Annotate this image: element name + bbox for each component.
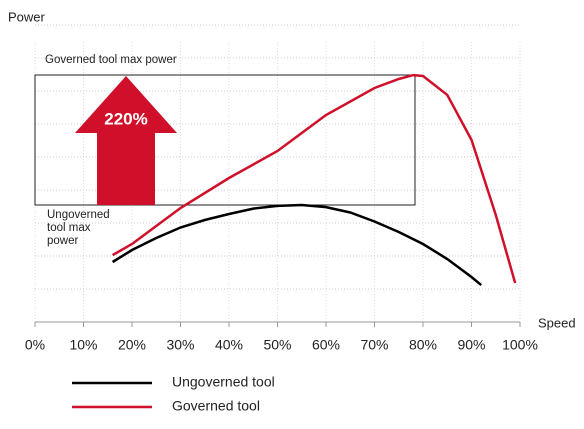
governed-max-label: Governed tool max power: [45, 54, 177, 66]
series-line: [111, 203, 483, 287]
increase-arrow: [75, 76, 177, 205]
label-line: Ungoverned: [47, 209, 110, 221]
x-tick-label: 10%: [69, 337, 97, 353]
x-tick-label: 90%: [457, 337, 485, 353]
x-tick-label: 30%: [166, 337, 194, 353]
x-tick-label: 60%: [312, 337, 340, 353]
ungoverned-max-label: Ungoverned tool max power: [47, 209, 113, 247]
max-power-box: [34, 74, 416, 206]
increase-label: 220%: [104, 109, 147, 128]
x-tick-label: 100%: [502, 337, 538, 353]
x-axis-label: Speed: [538, 315, 576, 330]
x-tick-label: 80%: [409, 337, 437, 353]
x-tick-label: 50%: [263, 337, 291, 353]
legend-label: Governed tool: [172, 398, 260, 414]
x-tick-label: 0%: [25, 337, 45, 353]
x-tick-label: 20%: [118, 337, 146, 353]
series-line: [111, 73, 517, 284]
x-tick-label: 70%: [360, 337, 388, 353]
legend-label: Ungoverned tool: [172, 374, 275, 390]
x-tick-label: 40%: [215, 337, 243, 353]
label-line: power: [47, 235, 78, 247]
y-axis-label: Power: [8, 9, 46, 24]
label-line: tool max: [47, 222, 91, 234]
